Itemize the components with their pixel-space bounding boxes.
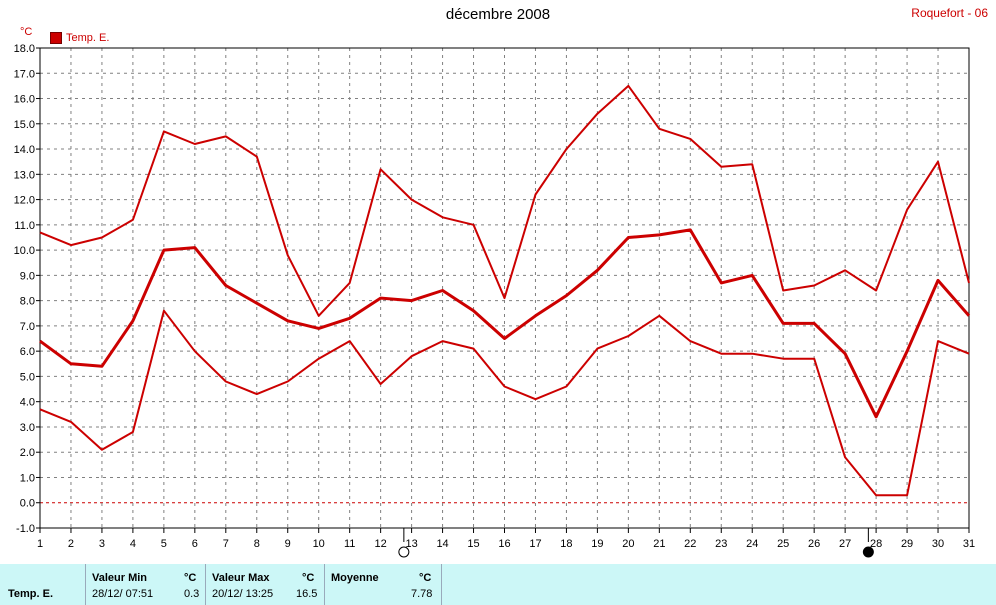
y-tick-label: 3.0 bbox=[20, 422, 35, 434]
x-tick-label: 19 bbox=[591, 538, 603, 550]
x-tick-label: 7 bbox=[223, 538, 229, 550]
new-moon-icon bbox=[862, 546, 874, 558]
x-tick-label: 31 bbox=[963, 538, 975, 550]
stats-min-header: Valeur Min bbox=[92, 572, 148, 584]
x-tick-label: 14 bbox=[436, 538, 448, 550]
stats-row-label: Temp. E. bbox=[8, 588, 54, 600]
x-tick-label: 18 bbox=[560, 538, 572, 550]
y-tick-label: 11.0 bbox=[14, 220, 35, 232]
y-tick-label: 16.0 bbox=[14, 94, 35, 106]
x-tick-label: 25 bbox=[777, 538, 789, 550]
full-moon-icon bbox=[398, 546, 410, 558]
y-tick-label: -1.0 bbox=[16, 523, 35, 535]
stats-avg-cell: Moyenne °C 7.78 bbox=[325, 564, 442, 605]
y-tick-label: 2.0 bbox=[20, 447, 35, 459]
stats-max-header: Valeur Max bbox=[212, 572, 270, 584]
temperature-chart: -1.00.01.02.03.04.05.06.07.08.09.010.011… bbox=[14, 43, 975, 558]
y-tick-label: 15.0 bbox=[14, 119, 35, 131]
x-tick-label: 27 bbox=[839, 538, 851, 550]
stats-avg-unit: °C bbox=[419, 572, 432, 584]
x-tick-label: 9 bbox=[285, 538, 291, 550]
x-tick-label: 4 bbox=[130, 538, 136, 550]
x-tick-label: 20 bbox=[622, 538, 634, 550]
x-tick-label: 24 bbox=[746, 538, 758, 550]
stats-max-unit: °C bbox=[302, 572, 315, 584]
series-mean-line bbox=[39, 228, 971, 419]
x-tick-label: 10 bbox=[313, 538, 325, 550]
stats-min-value: 0.3 bbox=[184, 588, 200, 600]
stats-max-value: 16.5 bbox=[296, 588, 318, 600]
x-tick-label: 21 bbox=[653, 538, 665, 550]
x-tick-label: 11 bbox=[344, 538, 355, 550]
legend-swatch bbox=[50, 32, 62, 44]
x-tick-label: 15 bbox=[467, 538, 479, 550]
y-tick-label: 12.0 bbox=[14, 195, 35, 207]
y-tick-label: 1.0 bbox=[20, 472, 35, 484]
x-tick-label: 16 bbox=[498, 538, 510, 550]
x-tick-label: 2 bbox=[68, 538, 74, 550]
y-tick-label: 10.0 bbox=[14, 245, 35, 257]
y-tick-label: 8.0 bbox=[20, 296, 35, 308]
legend-label: Temp. E. bbox=[66, 32, 110, 44]
y-tick-label: 0.0 bbox=[20, 498, 35, 510]
x-tick-label: 28 bbox=[870, 538, 882, 550]
stats-avg-header: Moyenne bbox=[331, 572, 379, 584]
x-tick-label: 17 bbox=[529, 538, 541, 550]
station-name: Roquefort - 06 bbox=[911, 6, 988, 20]
stats-min-cell: Valeur Min °C 28/12/ 07:51 0.3 bbox=[86, 564, 206, 605]
y-tick-label: 9.0 bbox=[20, 270, 35, 282]
x-tick-label: 6 bbox=[192, 538, 198, 550]
chart-title: décembre 2008 bbox=[445, 6, 551, 23]
stats-min-date: 28/12/ 07:51 bbox=[92, 588, 154, 600]
stats-max-date: 20/12/ 13:25 bbox=[212, 588, 274, 600]
x-tick-label: 13 bbox=[405, 538, 417, 550]
y-tick-label: 6.0 bbox=[20, 346, 35, 358]
series-max-line bbox=[39, 84, 970, 317]
x-tick-label: 3 bbox=[99, 538, 105, 550]
x-tick-label: 1 bbox=[37, 538, 43, 550]
y-tick-label: 4.0 bbox=[20, 397, 35, 409]
y-tick-label: 13.0 bbox=[14, 169, 35, 181]
x-tick-label: 23 bbox=[715, 538, 727, 550]
x-tick-label: 12 bbox=[375, 538, 387, 550]
x-tick-label: 26 bbox=[808, 538, 820, 550]
x-tick-label: 8 bbox=[254, 538, 260, 550]
y-tick-label: 18.0 bbox=[14, 43, 35, 55]
stats-max-cell: Valeur Max °C 20/12/ 13:25 16.5 bbox=[206, 564, 325, 605]
stats-row-label-cell: Temp. E. bbox=[0, 564, 86, 605]
y-tick-label: 7.0 bbox=[20, 321, 35, 333]
x-tick-label: 5 bbox=[161, 538, 167, 550]
stats-min-unit: °C bbox=[184, 572, 197, 584]
stats-avg-value: 7.78 bbox=[411, 588, 433, 600]
stats-bar: Temp. E. Valeur Min °C 28/12/ 07:51 0.3 … bbox=[0, 564, 996, 605]
y-axis-unit: °C bbox=[20, 26, 33, 38]
legend: Temp. E. bbox=[50, 32, 109, 44]
x-tick-label: 30 bbox=[932, 538, 944, 550]
y-tick-label: 5.0 bbox=[20, 371, 35, 383]
x-tick-label: 29 bbox=[901, 538, 913, 550]
y-tick-label: 17.0 bbox=[14, 68, 35, 80]
series-min-line bbox=[39, 309, 970, 497]
x-tick-label: 22 bbox=[684, 538, 696, 550]
y-tick-label: 14.0 bbox=[14, 144, 35, 156]
